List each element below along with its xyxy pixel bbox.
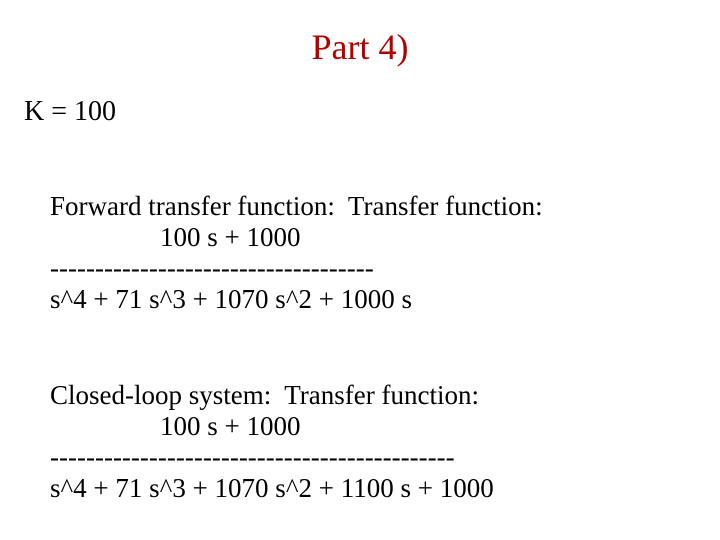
forward-numerator: 100 s + 1000 — [160, 222, 300, 252]
slide-title: Part 4) — [30, 26, 690, 68]
forward-header: Forward transfer function: Transfer func… — [50, 191, 543, 221]
closed-header: Closed-loop system: Transfer function: — [50, 380, 479, 410]
closed-divider: ----------------------------------------… — [50, 442, 455, 472]
closed-loop-block: Closed-loop system: Transfer function: 1… — [50, 349, 690, 504]
forward-transfer-block: Forward transfer function: Transfer func… — [50, 160, 690, 315]
closed-numerator: 100 s + 1000 — [160, 411, 300, 441]
k-value-line: K = 100 — [24, 96, 690, 128]
forward-divider: ------------------------------------ — [50, 253, 374, 283]
slide: Part 4) K = 100 Forward transfer functio… — [0, 0, 720, 540]
closed-denominator: s^4 + 71 s^3 + 1070 s^2 + 1100 s + 1000 — [50, 473, 494, 503]
forward-denominator: s^4 + 71 s^3 + 1070 s^2 + 1000 s — [50, 284, 412, 314]
